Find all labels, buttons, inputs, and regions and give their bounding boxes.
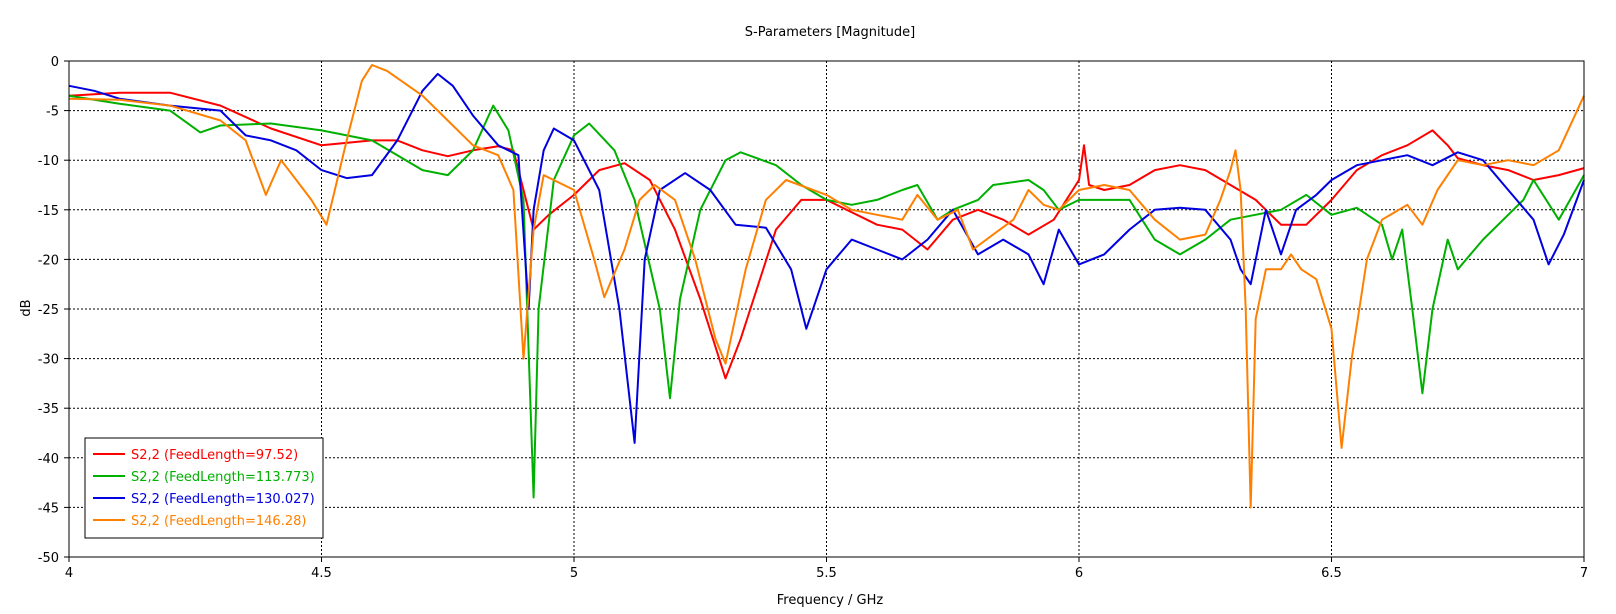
- legend-label: S2,2 (FeedLength=130.027): [131, 492, 315, 507]
- plot-series: [68, 64, 1585, 509]
- x-tick-label: 7: [1580, 566, 1588, 581]
- x-tick-label: 5: [570, 566, 578, 581]
- x-tick-label: 4.5: [311, 566, 332, 581]
- x-axis-title: Frequency / GHz: [777, 593, 884, 608]
- series-line-3: [68, 72, 1585, 444]
- y-tick-label: -25: [38, 303, 59, 318]
- legend: S2,2 (FeedLength=97.52) S2,2 (FeedLength=…: [84, 437, 324, 539]
- chart-title: S-Parameters [Magnitude]: [745, 25, 916, 40]
- y-tick-label: 0: [51, 55, 59, 70]
- y-tick-label: -10: [38, 154, 59, 169]
- y-tick-label: -40: [38, 452, 59, 467]
- y-tick-label: -30: [38, 353, 59, 368]
- x-tick-label: 6: [1075, 566, 1083, 581]
- series-line-2: [68, 94, 1585, 499]
- x-tick-label: 5.5: [816, 566, 837, 581]
- y-tick-label: -45: [38, 501, 59, 516]
- y-tick-label: -20: [38, 253, 59, 268]
- y-axis-title: dB: [19, 299, 34, 316]
- legend-label: S2,2 (FeedLength=97.52): [131, 448, 298, 463]
- series-line-4: [68, 64, 1585, 509]
- y-tick-label: -15: [38, 204, 59, 219]
- y-tick-label: -5: [46, 105, 59, 120]
- y-tick-label: -50: [38, 551, 59, 566]
- legend-label: S2,2 (FeedLength=146.28): [131, 514, 306, 529]
- x-tick-label: 4: [65, 566, 73, 581]
- legend-label: S2,2 (FeedLength=113.773): [131, 470, 315, 485]
- y-tick-label: -35: [38, 402, 59, 417]
- series-line-1: [68, 91, 1585, 380]
- x-tick-label: 6.5: [1321, 566, 1342, 581]
- axis-ticks: 4 4.5 5 5.5 6 6.5 7 0 -5 -10 -15 -20 -25 -30 -35 -40 -45…: [38, 55, 1588, 581]
